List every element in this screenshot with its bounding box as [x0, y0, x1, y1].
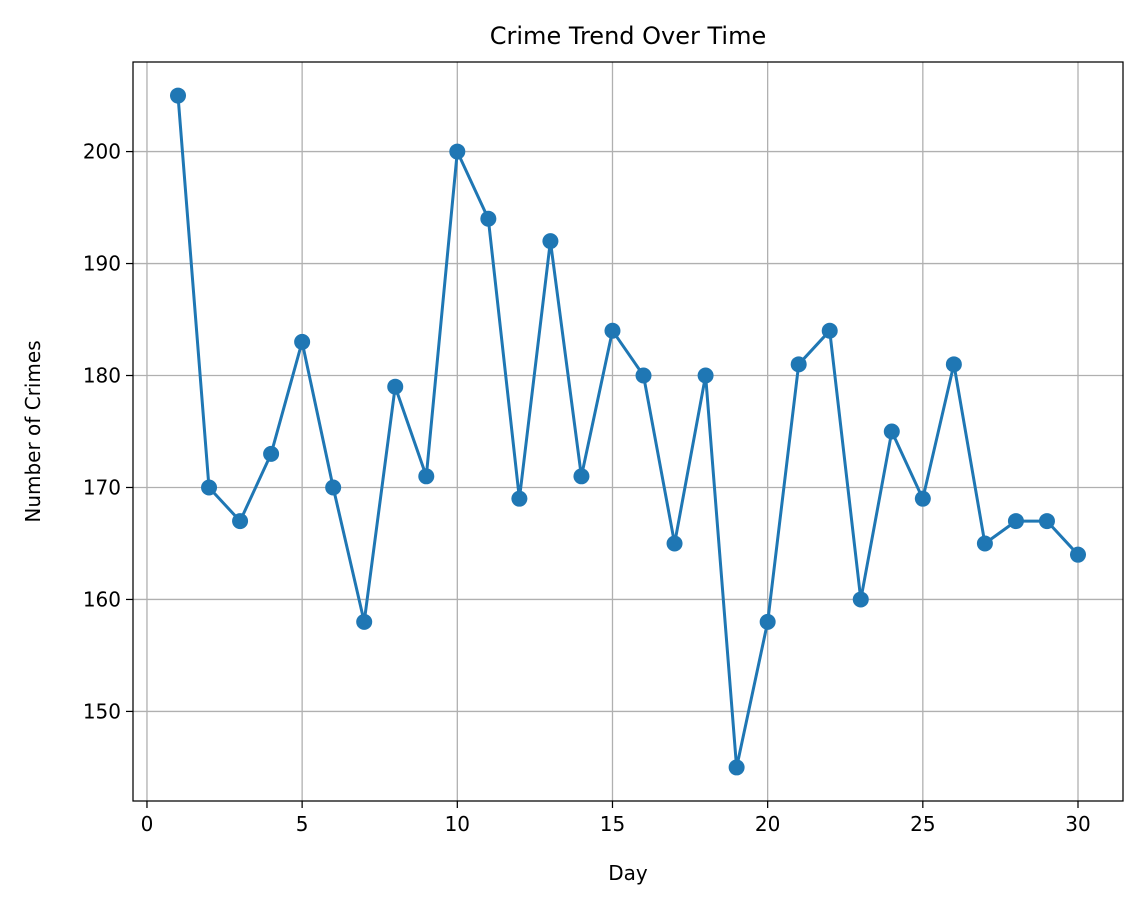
- data-point: [511, 490, 528, 507]
- data-point: [1007, 513, 1024, 530]
- x-tick-label: 5: [296, 812, 309, 836]
- y-axis-label: Number of Crimes: [21, 340, 45, 522]
- data-point: [1070, 546, 1086, 563]
- axis-ticks: 0 5 10 15 20 25 30 150 160 170 180 190 200: [83, 140, 1091, 836]
- x-tick-label: 20: [755, 812, 780, 836]
- data-point: [914, 490, 931, 507]
- x-tick-label: 15: [600, 812, 625, 836]
- series-line: [176, 95, 1080, 769]
- data-point: [232, 513, 249, 530]
- data-point: [883, 423, 900, 440]
- y-tick-label: 170: [83, 475, 121, 499]
- data-point: [666, 535, 683, 552]
- x-tick-label: 25: [910, 812, 935, 836]
- data-point: [821, 322, 838, 339]
- data-point: [1038, 513, 1055, 530]
- series-crimes: [170, 87, 1086, 776]
- data-point: [418, 468, 435, 485]
- data-point: [356, 613, 373, 630]
- data-point: [294, 333, 311, 350]
- data-point: [170, 87, 186, 104]
- data-point: [201, 479, 218, 496]
- data-point: [852, 591, 869, 608]
- data-point: [635, 367, 652, 384]
- data-point: [697, 367, 714, 384]
- data-point: [449, 143, 466, 160]
- chart-title: Crime Trend Over Time: [490, 22, 766, 50]
- x-tick-label: 0: [141, 812, 154, 836]
- y-tick-label: 150: [83, 699, 121, 723]
- data-point: [790, 356, 807, 373]
- data-point: [728, 759, 745, 776]
- data-point: [263, 445, 280, 462]
- y-tick-label: 180: [83, 364, 121, 388]
- x-tick-label: 10: [445, 812, 470, 836]
- y-tick-label: 190: [83, 252, 121, 276]
- grid-lines: [133, 62, 1123, 801]
- x-axis-label: Day: [608, 861, 648, 885]
- data-point: [604, 322, 621, 339]
- data-point: [976, 535, 993, 552]
- y-tick-label: 200: [83, 140, 121, 164]
- data-point: [325, 479, 342, 496]
- x-tick-label: 30: [1065, 812, 1090, 836]
- data-point: [387, 378, 404, 395]
- data-point: [542, 233, 559, 250]
- plot-frame: [132, 61, 1124, 802]
- data-point: [480, 210, 497, 227]
- y-tick-label: 160: [83, 587, 121, 611]
- data-point: [573, 468, 590, 485]
- data-point: [759, 613, 776, 630]
- data-point: [945, 356, 962, 373]
